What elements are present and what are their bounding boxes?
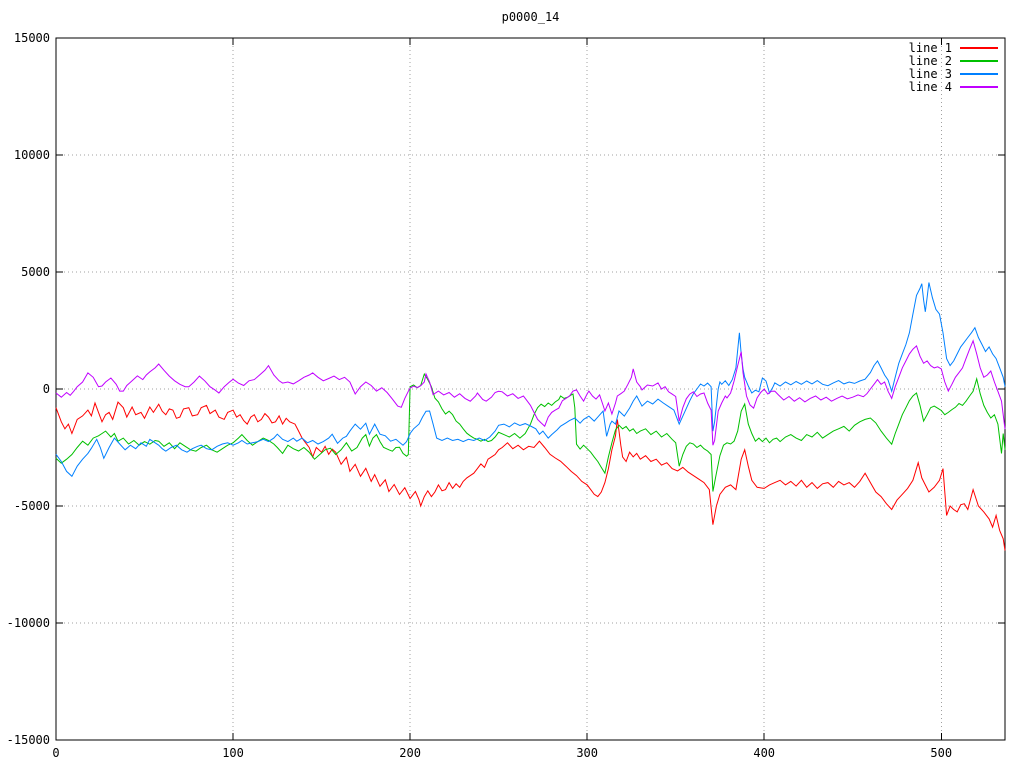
legend-item: line 2 — [908, 53, 998, 68]
x-tick-label: 200 — [399, 746, 421, 760]
x-tick-label: 100 — [222, 746, 244, 760]
legend-line-sample — [960, 72, 998, 75]
legend-line-sample — [960, 46, 998, 49]
series-line-4 — [55, 339, 1006, 446]
legend-item: line 3 — [908, 66, 998, 81]
legend-line-sample — [960, 85, 998, 88]
x-tick-label: 300 — [576, 746, 598, 760]
chart-title: p0000_14 — [501, 10, 560, 24]
y-tick-label: -10000 — [6, 616, 50, 630]
x-tick-label: 0 — [52, 746, 60, 760]
y-tick-label: 0 — [42, 382, 50, 396]
legend-label: line 4 — [908, 79, 952, 94]
legend-label: line 3 — [908, 66, 952, 81]
legend-label: line 2 — [908, 53, 952, 68]
legend-item: line 4 — [908, 79, 998, 94]
plot-border — [55, 37, 1006, 741]
legend-line-sample — [960, 59, 998, 62]
legend: line 1 line 2 line 3 line 4 — [908, 40, 998, 94]
series-line-3 — [55, 282, 1006, 478]
series-line-2 — [55, 372, 1006, 492]
y-tick-label: -5000 — [13, 499, 50, 513]
series-line-1 — [55, 401, 1006, 551]
y-tick-label: 15000 — [13, 31, 50, 45]
x-tick-label: 500 — [930, 746, 953, 760]
legend-item: line 1 — [908, 40, 998, 55]
y-tick-label: 10000 — [13, 148, 50, 162]
x-tick-label: 400 — [753, 746, 776, 760]
legend-label: line 1 — [908, 40, 952, 55]
y-tick-label: 5000 — [21, 265, 50, 279]
y-tick-label: -15000 — [6, 733, 50, 747]
